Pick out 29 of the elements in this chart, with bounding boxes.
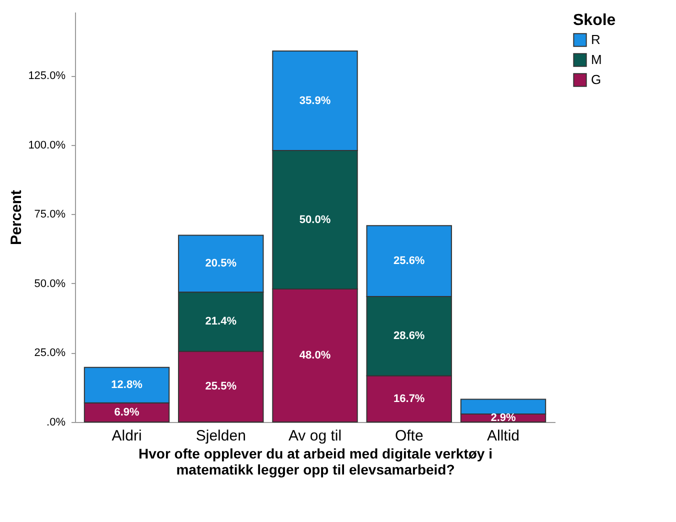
legend-label: M: [591, 52, 602, 67]
data-label: 2.9%: [490, 412, 516, 424]
x-axis-title: Hvor ofte opplever du at arbeid med digitale verktøy i matematikk legger opp til elevsamarbeid?: [138, 446, 492, 478]
y-tick-label: 25.0%: [34, 347, 66, 360]
y-tick-label: 50.0%: [34, 278, 66, 290]
data-label: 28.6%: [394, 330, 425, 342]
legend-title: Skole: [573, 12, 616, 29]
y-tick-label: 75.0%: [34, 208, 66, 221]
y-tick-label: 100.0%: [28, 139, 66, 152]
data-label: 12.8%: [111, 379, 143, 392]
x-tick-label: Aldri: [112, 428, 142, 444]
data-label: 25.5%: [205, 380, 237, 393]
x-tick-label: Sjelden: [196, 428, 246, 444]
y-tick-label: 125.0%: [28, 70, 66, 82]
y-axis-title: Percent: [8, 190, 26, 246]
legend-label: R: [591, 32, 600, 47]
data-label: 20.5%: [205, 258, 237, 270]
data-label: 50.0%: [299, 214, 331, 226]
data-label: 48.0%: [299, 350, 331, 362]
x-tick-label: Av og til: [288, 428, 342, 444]
data-label: 25.6%: [394, 255, 425, 268]
legend-label: G: [591, 72, 602, 87]
y-tick-label: .0%: [46, 416, 66, 428]
x-tick-label: Ofte: [394, 428, 424, 444]
data-label: 35.9%: [299, 94, 331, 107]
x-tick-label: Alltid: [486, 428, 520, 444]
data-label: 6.9%: [114, 406, 140, 418]
data-label: 21.4%: [205, 316, 237, 328]
data-label: 16.7%: [394, 392, 425, 405]
